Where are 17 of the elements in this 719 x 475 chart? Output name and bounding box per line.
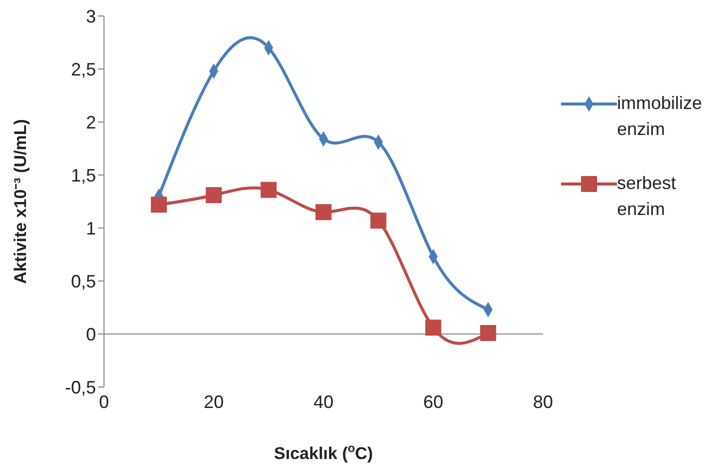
legend-label: serbest enzim <box>617 172 678 221</box>
y-tick-label: 0 <box>86 324 96 344</box>
y-tick-label: 3 <box>86 6 96 26</box>
y-tick-label: 2,5 <box>70 59 96 80</box>
x-tick-label: 80 <box>532 392 554 412</box>
x-tick-label: 20 <box>204 392 224 412</box>
x-tick-label: 0 <box>98 392 110 412</box>
y-tick-label: 2 <box>86 112 96 132</box>
y-tick-label: 1 <box>86 218 96 238</box>
y-tick-label: 1,5 <box>70 165 96 186</box>
y-tick-label: -0,5 <box>64 377 96 398</box>
x-tick-label: 40 <box>313 392 334 412</box>
legend-label: immobilize enzim <box>617 92 702 141</box>
y-axis-title: Aktivite x10⁻³ (U/mL) <box>11 119 30 284</box>
y-tick-label: 0,5 <box>70 271 96 292</box>
x-tick-label: 60 <box>423 392 444 412</box>
x-axis-title: Sıcaklık ($^{o}$C) <box>274 441 373 463</box>
